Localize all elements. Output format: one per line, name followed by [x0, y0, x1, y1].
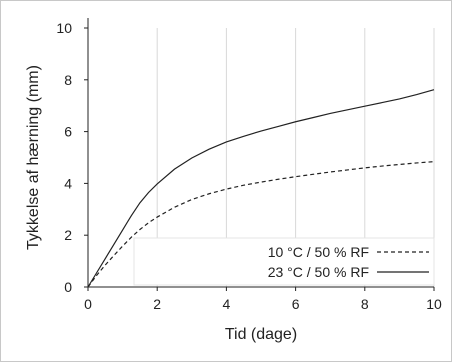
axes — [87, 18, 434, 288]
x-tick-label-4: 8 — [361, 296, 369, 312]
y-tick-label-5: 10 — [56, 20, 72, 36]
x-tick-label-2: 4 — [223, 296, 231, 312]
y-tick-label-3: 6 — [64, 124, 72, 140]
series-line-1 — [87, 89, 435, 288]
x-axis-label: Tid (dage) — [225, 326, 297, 343]
legend-label-1: 23 °C / 50 % RF — [268, 264, 369, 280]
y-tick-label-1: 2 — [64, 227, 72, 243]
y-tick-label-2: 4 — [64, 175, 72, 191]
x-tick-label-5: 10 — [426, 296, 442, 312]
tick-labels: 0 2 4 6 8 10 0 2 4 6 8 10 — [56, 20, 442, 312]
series-lines — [87, 89, 435, 288]
legend-label-0: 10 °C / 50 % RF — [268, 244, 369, 260]
x-tick-label-3: 6 — [292, 296, 300, 312]
x-tick-label-0: 0 — [84, 296, 92, 312]
legend-box — [133, 237, 435, 286]
y-tick-label-0: 0 — [64, 279, 72, 295]
legend: 10 °C / 50 % RF 23 °C / 50 % RF — [133, 237, 435, 286]
x-tick-label-1: 2 — [153, 296, 161, 312]
y-tick-label-4: 8 — [64, 72, 72, 88]
y-axis-label: Tykkelse af hærning (mm) — [25, 65, 42, 250]
